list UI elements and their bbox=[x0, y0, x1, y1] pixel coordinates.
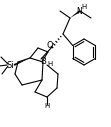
Polygon shape bbox=[14, 58, 30, 66]
Polygon shape bbox=[70, 10, 81, 18]
Text: H: H bbox=[44, 103, 50, 109]
Text: B: B bbox=[40, 58, 46, 67]
Text: Si: Si bbox=[6, 60, 14, 69]
Text: H: H bbox=[81, 4, 87, 10]
Text: N: N bbox=[76, 6, 82, 15]
Text: H: H bbox=[47, 61, 53, 67]
Text: O: O bbox=[47, 41, 53, 50]
